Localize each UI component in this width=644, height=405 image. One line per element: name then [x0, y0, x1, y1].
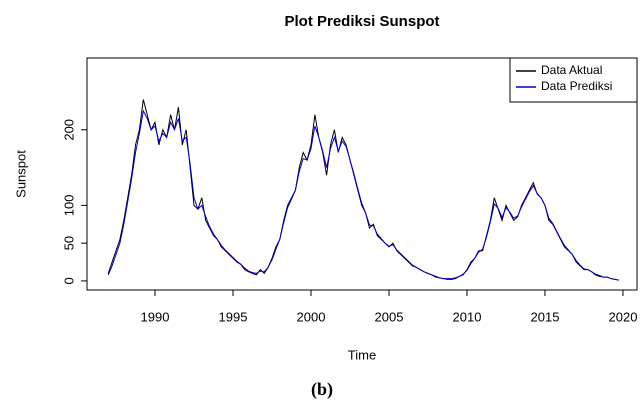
x-tick-label: 2010: [453, 309, 482, 324]
y-tick-label: 200: [61, 119, 76, 141]
legend-label: Data Prediksi: [541, 79, 612, 93]
x-tick-label: 1995: [219, 309, 248, 324]
plot-frame: [86, 57, 638, 291]
y-tick-label: 100: [61, 195, 76, 217]
legend-box: [509, 57, 638, 103]
legend-label: Data Aktual: [541, 63, 602, 77]
x-tick-label: 2015: [531, 309, 560, 324]
chart-title: Plot Prediksi Sunspot: [284, 13, 439, 30]
x-tick-label: 2020: [609, 309, 638, 324]
x-tick-label: 2005: [375, 309, 404, 324]
caption: (b): [311, 379, 333, 400]
x-axis-label: Time: [348, 347, 376, 362]
x-tick-label: 2000: [297, 309, 326, 324]
series-line: [107, 109, 620, 281]
x-tick-label: 1990: [141, 309, 170, 324]
y-tick-label: 0: [61, 277, 76, 284]
y-axis-label: Sunspot: [13, 150, 28, 198]
y-tick-label: 50: [61, 236, 76, 250]
series-line: [107, 99, 620, 281]
